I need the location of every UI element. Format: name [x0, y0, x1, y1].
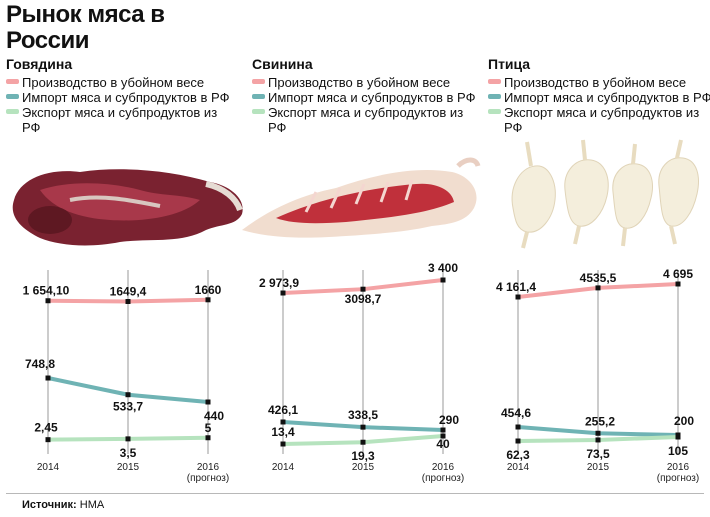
production-data-point: [440, 277, 446, 283]
legend-item-production: Производство в убойном весе: [252, 75, 477, 90]
source-note: Источник: НМА: [22, 499, 105, 511]
panel-header-poultry: Птица Производство в убойном весе Импорт…: [488, 56, 710, 135]
x-tick-label: 2016: [432, 462, 455, 473]
production-data-label: 3 400: [428, 261, 458, 275]
panel-title: Говядина: [6, 56, 73, 72]
import-data-point: [45, 375, 51, 381]
import-data-label: 440: [204, 409, 224, 423]
export-data-label: 73,5: [586, 447, 610, 461]
production-data-point: [595, 285, 601, 291]
x-tick-label: 2014: [507, 462, 530, 473]
legend-item-import: Импорт мяса и субпродуктов в РФ: [252, 90, 477, 105]
panel-title: Птица: [488, 56, 531, 72]
legend-swatch-export: [488, 109, 501, 114]
export-data-point: [595, 437, 601, 443]
footer-divider: [6, 493, 704, 494]
import-data-point: [125, 392, 131, 398]
export-data-point: [360, 439, 366, 445]
production-data-point: [515, 294, 521, 300]
legend-swatch-production: [6, 79, 19, 84]
export-data-label: 105: [668, 444, 688, 458]
production-data-point: [45, 298, 51, 304]
production-data-label: 4535,5: [580, 271, 617, 285]
x-tick-sublabel: (прогноз): [657, 473, 699, 484]
import-data-point: [515, 424, 521, 430]
legend-swatch-import: [252, 94, 265, 99]
line-charts: 2014 2015 2016(прогноз)1 654,10 1649,4 16607…: [23, 261, 700, 484]
export-data-point: [440, 433, 446, 439]
legend-item-import: Импорт мяса и субпродуктов в РФ: [488, 90, 710, 105]
export-data-point: [205, 435, 211, 441]
page-title: Рынок мяса в России: [6, 1, 165, 54]
legend-item-export: Экспорт мяса и субпродуктов из РФ: [488, 105, 710, 135]
production-data-label: 4 161,4: [496, 280, 536, 294]
legend-item-production: Производство в убойном весе: [6, 75, 231, 90]
x-tick-label: 2016: [197, 462, 220, 473]
import-data-point: [360, 424, 366, 430]
x-tick-label: 2016: [667, 462, 690, 473]
export-data-label: 40: [436, 437, 450, 451]
legend-swatch-production: [252, 79, 265, 84]
beef-carcass-image: [12, 169, 243, 246]
x-tick-label: 2015: [587, 462, 610, 473]
x-tick-sublabel: (прогноз): [422, 473, 464, 484]
export-data-label: 5: [205, 421, 212, 435]
x-tick-sublabel: (прогноз): [187, 473, 229, 484]
import-data-label: 338,5: [348, 408, 378, 422]
import-data-point: [280, 419, 286, 425]
import-data-label: 748,8: [25, 357, 55, 371]
export-data-point: [280, 441, 286, 447]
import-data-label: 255,2: [585, 414, 615, 428]
production-data-label: 4 695: [663, 267, 693, 281]
x-tick-label: 2015: [352, 462, 375, 473]
production-data-point: [675, 281, 681, 287]
import-data-point: [595, 430, 601, 436]
import-data-point: [205, 399, 211, 405]
import-data-label: 200: [674, 414, 694, 428]
export-data-point: [675, 434, 681, 440]
panel-title: Свинина: [252, 56, 313, 72]
pork-carcass-image: [242, 157, 481, 238]
production-data-point: [360, 286, 366, 292]
import-data-label: 290: [439, 413, 459, 427]
x-tick-label: 2014: [37, 462, 60, 473]
export-data-point: [515, 438, 521, 444]
production-data-point: [205, 297, 211, 303]
legend-item-production: Производство в убойном весе: [488, 75, 710, 90]
import-data-label: 533,7: [113, 400, 143, 414]
import-data-label: 426,1: [268, 403, 298, 417]
legend-item-import: Импорт мяса и субпродуктов в РФ: [6, 90, 231, 105]
production-data-label: 2 973,9: [259, 276, 299, 290]
export-data-label: 2,45: [34, 421, 58, 435]
legend-item-export: Экспорт мяса и субпродуктов из РФ: [6, 105, 231, 135]
export-data-point: [45, 437, 51, 443]
x-tick-label: 2014: [272, 462, 295, 473]
export-data-point: [125, 436, 131, 442]
legend-swatch-export: [6, 109, 19, 114]
legend-swatch-import: [6, 94, 19, 99]
production-data-label: 1 654,10: [23, 284, 70, 298]
panel-header-beef: Говядина Производство в убойном весе Имп…: [6, 56, 231, 135]
export-data-label: 3,5: [120, 446, 137, 460]
production-data-point: [280, 290, 286, 296]
legend-swatch-production: [488, 79, 501, 84]
production-data-label: 3098,7: [345, 292, 382, 306]
legend-swatch-import: [488, 94, 501, 99]
legend-item-export: Экспорт мяса и субпродуктов из РФ: [252, 105, 477, 135]
x-tick-label: 2015: [117, 462, 140, 473]
legend-swatch-export: [252, 109, 265, 114]
import-data-label: 454,6: [501, 406, 531, 420]
production-data-label: 1660: [195, 283, 222, 297]
export-data-label: 19,3: [351, 449, 375, 463]
import-data-point: [440, 427, 446, 433]
production-data-label: 1649,4: [110, 284, 147, 298]
export-data-label: 62,3: [506, 448, 530, 462]
panel-header-pork: Свинина Производство в убойном весе Импо…: [252, 56, 477, 135]
export-data-label: 13,4: [271, 425, 295, 439]
production-data-point: [125, 298, 131, 304]
poultry-carcasses-image: [511, 139, 699, 249]
